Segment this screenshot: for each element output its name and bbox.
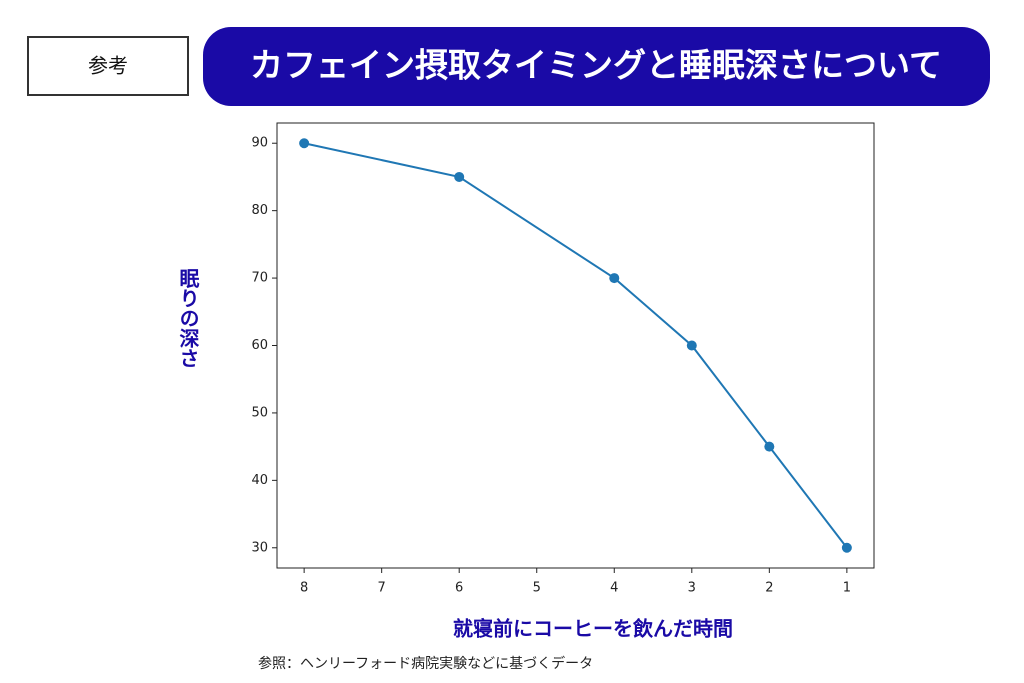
x-axis-label: 就寝前にコーヒーを飲んだ時間 [453, 617, 733, 641]
x-tick-label: 5 [533, 581, 541, 596]
data-point [764, 441, 775, 452]
y-tick-label: 50 [251, 405, 268, 420]
x-tick-label: 2 [765, 581, 773, 596]
data-point [686, 340, 697, 351]
y-tick-label: 70 [251, 271, 268, 286]
x-tick-label: 8 [300, 581, 308, 596]
x-tick-label: 3 [688, 581, 696, 596]
y-tick-label: 60 [251, 338, 268, 353]
title-box [203, 27, 990, 106]
y-tick-label: 80 [251, 203, 268, 218]
tag-box [27, 36, 189, 96]
title: カフェイン摂取タイミングと睡眠深さについて [250, 46, 942, 85]
y-tick-label: 30 [251, 540, 268, 555]
data-point [841, 542, 852, 553]
data-point [454, 171, 465, 182]
y-axis-label: 眠りの深さ [176, 268, 200, 368]
x-tick-label: 6 [455, 581, 463, 596]
x-tick-label: 1 [843, 581, 851, 596]
data-point [609, 273, 620, 284]
plot-frame [276, 122, 875, 569]
x-tick-label: 4 [610, 581, 618, 596]
tag: 参考 [88, 54, 128, 78]
data-line [303, 142, 848, 549]
y-tick-label: 90 [251, 136, 268, 151]
y-tick-label: 40 [251, 473, 268, 488]
data-point [299, 138, 310, 149]
footnote: 参照：ヘンリーフォード病院実験などに基づくデータ [258, 655, 593, 672]
x-tick-label: 7 [378, 581, 386, 596]
